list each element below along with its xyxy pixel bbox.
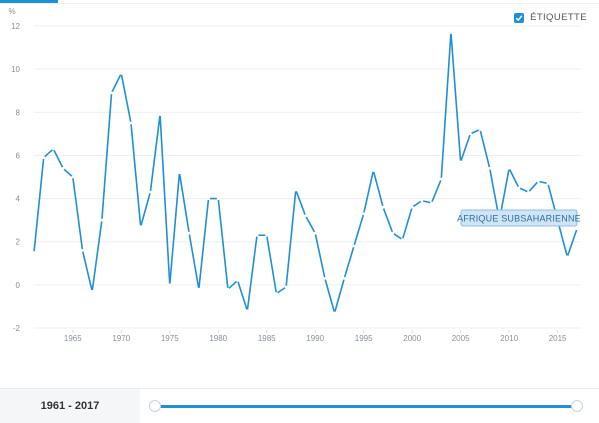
- line-chart: 12 10 8 6 4 2 0 -2% 1965 1970 1975 1980 1985 1990 199…: [8, 7, 581, 343]
- series-line: [33, 31, 578, 314]
- y-tick-label: 2: [16, 238, 21, 247]
- year-range-label: 1961 - 2017: [0, 389, 141, 423]
- label-toggle-text: ÉTIQUETTE: [530, 12, 587, 23]
- data-point: [216, 197, 220, 200]
- data-point: [294, 188, 298, 192]
- data-point: [158, 113, 162, 116]
- data-point: [110, 91, 113, 95]
- data-point: [61, 166, 65, 170]
- x-tick-label: 2010: [500, 334, 518, 343]
- data-point: [468, 132, 472, 136]
- data-point: [255, 233, 259, 237]
- y-tick-label: 8: [16, 108, 21, 117]
- x-tick-label: 1970: [112, 334, 130, 343]
- data-point: [81, 248, 84, 252]
- series-label-text: AFRIQUE SUBSAHARIENNE: [457, 214, 581, 224]
- y-tick-label: 12: [11, 22, 20, 31]
- data-point: [546, 182, 550, 185]
- data-point: [90, 289, 94, 293]
- series-layer: AFRIQUE SUBSAHARIENNE: [32, 31, 581, 315]
- data-point: [333, 311, 336, 315]
- data-point: [275, 292, 278, 295]
- data-point: [371, 169, 375, 172]
- data-point: [139, 225, 143, 229]
- data-point: [187, 231, 191, 235]
- x-tick-label: 2015: [549, 334, 567, 343]
- data-point: [323, 276, 327, 280]
- slider-track[interactable]: [155, 405, 577, 408]
- series-label-box: [460, 209, 578, 227]
- data-point: [565, 255, 569, 259]
- series-label: AFRIQUE SUBSAHARIENNE: [457, 209, 581, 227]
- data-point: [420, 199, 424, 203]
- x-tick-label: 2000: [403, 334, 421, 343]
- data-point: [129, 121, 133, 125]
- data-point: [32, 251, 36, 254]
- header-divider: [0, 3, 599, 4]
- data-point: [459, 160, 463, 164]
- slider-start-handle[interactable]: [149, 400, 161, 412]
- y-axis-unit: %: [8, 7, 15, 16]
- x-tick-label: 1995: [355, 334, 373, 343]
- data-point: [507, 166, 511, 170]
- data-point: [362, 212, 366, 216]
- data-point: [439, 177, 443, 181]
- data-point: [391, 231, 395, 235]
- data-point: [517, 186, 521, 190]
- x-tick-label: 1980: [209, 334, 227, 343]
- y-tick-label: 6: [16, 151, 21, 160]
- data-point: [100, 218, 104, 222]
- x-tick-label: 1985: [258, 334, 276, 343]
- data-point: [381, 205, 385, 209]
- x-tick-label: 1975: [161, 334, 179, 343]
- y-tick-label: 10: [11, 65, 20, 74]
- data-point: [449, 31, 453, 34]
- x-axis: 1965 1970 1975 1980 1985 1990 1995 2000 2005 2010…: [64, 330, 567, 343]
- data-point: [410, 205, 414, 209]
- data-point: [352, 244, 356, 248]
- data-point: [265, 233, 269, 237]
- y-tick-label: 0: [16, 281, 21, 290]
- data-point: [197, 287, 201, 291]
- gridlines: [34, 25, 581, 329]
- data-point: [119, 72, 123, 75]
- data-point: [575, 227, 579, 231]
- data-point: [342, 276, 346, 280]
- active-tab-indicator: [0, 0, 58, 3]
- data-point: [536, 179, 540, 183]
- y-tick-label: 4: [16, 195, 21, 204]
- label-toggle[interactable]: ÉTIQUETTE: [514, 12, 587, 23]
- data-point: [284, 285, 288, 289]
- data-point: [148, 190, 152, 194]
- year-range-slider[interactable]: [140, 389, 599, 423]
- data-point: [304, 214, 307, 218]
- slider-end-handle[interactable]: [571, 400, 583, 412]
- data-point: [430, 201, 433, 205]
- data-point: [207, 197, 210, 200]
- data-point: [42, 156, 46, 159]
- data-point: [236, 279, 240, 282]
- data-point: [71, 175, 75, 179]
- checkbox-checked-icon[interactable]: [514, 12, 525, 23]
- data-point: [478, 128, 482, 131]
- x-tick-label: 2005: [452, 334, 470, 343]
- data-point: [245, 309, 249, 313]
- y-tick-label: -2: [13, 324, 21, 333]
- y-axis: 12 10 8 6 4 2 0 -2%: [8, 7, 20, 333]
- x-tick-label: 1965: [64, 334, 82, 343]
- time-range-bar: 1961 - 2017: [0, 388, 599, 423]
- data-point: [51, 147, 55, 151]
- x-tick-label: 1990: [306, 334, 324, 343]
- data-point: [401, 238, 404, 241]
- data-point: [168, 283, 172, 287]
- data-point: [488, 166, 492, 170]
- data-point: [313, 231, 317, 235]
- data-point: [178, 171, 181, 175]
- data-point: [527, 190, 530, 194]
- data-point: [226, 287, 230, 291]
